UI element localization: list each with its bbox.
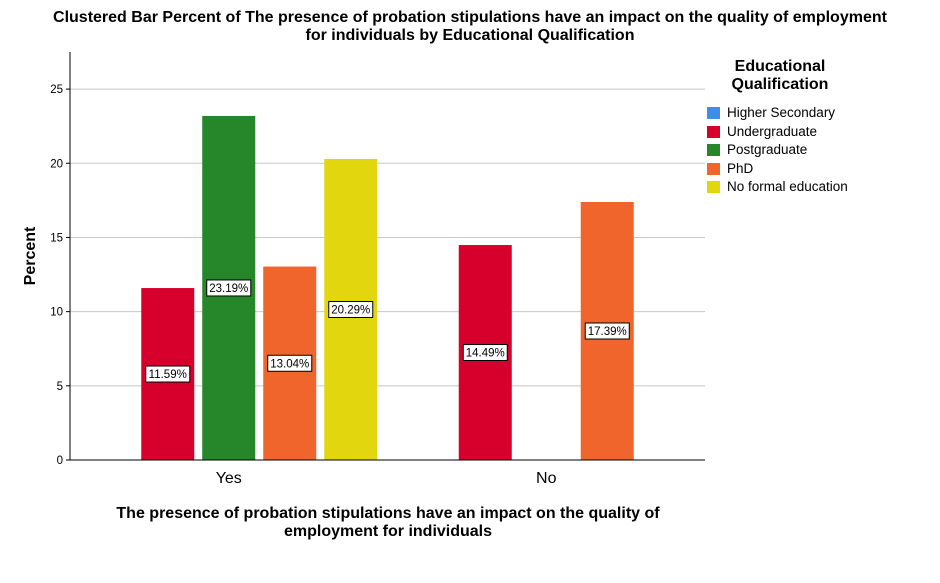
legend-label: Undergraduate — [727, 123, 818, 139]
y-tick-label-10: 10 — [50, 307, 63, 319]
x-axis-title: The presence of probation stipulations h… — [70, 505, 706, 541]
legend-label: No formal education — [727, 179, 848, 195]
x-category-label-no: No — [536, 470, 557, 487]
legend-item-no-formal-education: No formal education — [707, 178, 935, 197]
legend-item-phd: PhD — [707, 160, 935, 179]
legend: Educational Qualification Higher Seconda… — [705, 58, 935, 197]
data-label-text: 20.29% — [331, 304, 370, 316]
legend-swatch — [707, 181, 720, 194]
legend-title-line-1: Educational — [734, 58, 826, 75]
legend-label: PhD — [727, 160, 754, 176]
chart-title-line-1: Clustered Bar Percent of The presence of… — [53, 9, 887, 26]
y-tick-label-5: 5 — [57, 381, 63, 393]
data-label-text: 14.49% — [466, 348, 505, 360]
legend-item-higher-secondary: Higher Secondary — [707, 104, 935, 123]
data-label-text: 13.04% — [270, 358, 309, 370]
data-label-no-undergraduate: 14.49% — [462, 344, 508, 362]
y-tick-label-25: 25 — [50, 84, 63, 96]
data-label-box — [145, 365, 191, 383]
legend-swatch — [707, 107, 720, 119]
data-label-box — [462, 344, 508, 362]
data-label-yes-no-formal-education: 20.29% — [328, 300, 374, 318]
legend-items: Higher Secondary Undergraduate Postgraduat… — [705, 104, 935, 197]
data-label-box — [584, 322, 630, 340]
x-category-label-yes: Yes — [216, 470, 242, 487]
legend-swatch — [707, 144, 720, 157]
x-axis-title-line-2: employment for individuals — [283, 523, 493, 540]
data-label-text: 17.39% — [588, 326, 627, 338]
legend-item-postgraduate: Postgraduate — [707, 141, 935, 160]
data-label-yes-phd: 13.04% — [267, 354, 313, 372]
legend-label: Postgraduate — [727, 142, 808, 158]
data-label-no-phd: 17.39% — [584, 322, 630, 340]
x-axis-categories: Yes No — [216, 470, 557, 487]
legend-title: Educational Qualification — [705, 58, 855, 94]
chart-title-line-2: for individuals by Educational Qualifica… — [305, 27, 635, 44]
x-axis-title-line-1: The presence of probation stipulations h… — [116, 505, 660, 522]
data-label-yes-undergraduate: 11.59% — [145, 365, 191, 383]
y-axis-ticks: 0 5 10 15 20 25 — [50, 84, 70, 467]
data-label-box — [328, 300, 374, 318]
legend-swatch — [707, 125, 720, 138]
y-tick-label-20: 20 — [50, 158, 63, 170]
y-tick-label-15: 15 — [50, 232, 63, 244]
data-label-box — [267, 354, 313, 372]
chart-title: Clustered Bar Percent of The presence of… — [0, 9, 940, 45]
legend-label: Higher Secondary — [727, 105, 836, 120]
data-label-box — [206, 279, 252, 297]
data-label-yes-postgraduate: 23.19% — [206, 279, 252, 297]
data-labels: 11.59% 23.19% 13.04% 20.29% 14.49% 17.39% — [145, 279, 630, 383]
y-tick-label-0: 0 — [57, 455, 63, 467]
data-label-text: 11.59% — [149, 369, 187, 381]
legend-item-undergraduate: Undergraduate — [707, 123, 935, 142]
data-label-text: 23.19% — [209, 283, 248, 295]
y-axis-title: Percent — [22, 226, 39, 285]
legend-title-line-2: Qualification — [731, 76, 829, 93]
legend-swatch — [707, 162, 720, 175]
